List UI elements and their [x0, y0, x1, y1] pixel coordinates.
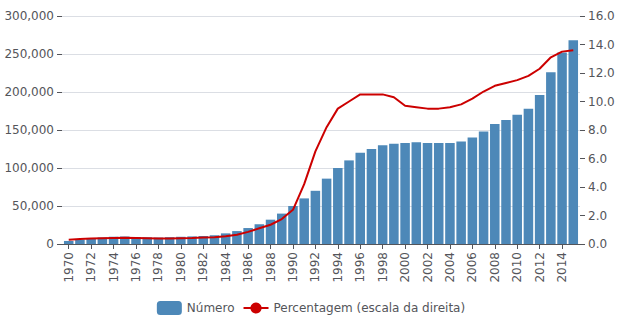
- svg-text:1982: 1982: [196, 252, 210, 283]
- svg-text:16.0: 16.0: [588, 9, 615, 23]
- svg-text:1988: 1988: [264, 252, 278, 283]
- svg-text:2012: 2012: [533, 252, 547, 283]
- svg-text:1986: 1986: [241, 252, 255, 283]
- svg-text:2010: 2010: [510, 252, 524, 283]
- svg-text:1972: 1972: [84, 252, 98, 283]
- svg-text:Número: Número: [187, 301, 235, 315]
- svg-text:1980: 1980: [174, 252, 188, 283]
- svg-text:1978: 1978: [151, 252, 165, 283]
- svg-text:8.0: 8.0: [588, 123, 607, 137]
- svg-text:1990: 1990: [286, 252, 300, 283]
- svg-text:2.0: 2.0: [588, 209, 607, 223]
- svg-text:200,000: 200,000: [4, 85, 54, 99]
- svg-text:1996: 1996: [353, 252, 367, 283]
- svg-text:2004: 2004: [443, 252, 457, 283]
- svg-text:2000: 2000: [398, 252, 412, 283]
- svg-text:1974: 1974: [107, 252, 121, 283]
- svg-text:0: 0: [46, 237, 54, 251]
- svg-text:300,000: 300,000: [4, 9, 54, 23]
- svg-text:1976: 1976: [129, 252, 143, 283]
- svg-text:10.0: 10.0: [588, 95, 615, 109]
- svg-text:6.0: 6.0: [588, 152, 607, 166]
- svg-text:1994: 1994: [331, 252, 345, 283]
- svg-text:2008: 2008: [488, 252, 502, 283]
- svg-text:100,000: 100,000: [4, 161, 54, 175]
- svg-text:1970: 1970: [62, 252, 76, 283]
- svg-text:4.0: 4.0: [588, 180, 607, 194]
- svg-text:14.0: 14.0: [588, 38, 615, 52]
- svg-text:1998: 1998: [376, 252, 390, 283]
- svg-text:2006: 2006: [465, 252, 479, 283]
- svg-text:Percentagem (escala da direita: Percentagem (escala da direita): [274, 301, 466, 315]
- svg-text:1984: 1984: [219, 252, 233, 283]
- svg-text:2014: 2014: [555, 252, 569, 283]
- svg-text:250,000: 250,000: [4, 47, 54, 61]
- svg-text:12.0: 12.0: [588, 66, 615, 80]
- svg-text:50,000: 50,000: [12, 199, 54, 213]
- svg-text:2002: 2002: [421, 252, 435, 283]
- svg-text:0.0: 0.0: [588, 237, 607, 251]
- svg-text:150,000: 150,000: [4, 123, 54, 137]
- svg-text:1992: 1992: [308, 252, 322, 283]
